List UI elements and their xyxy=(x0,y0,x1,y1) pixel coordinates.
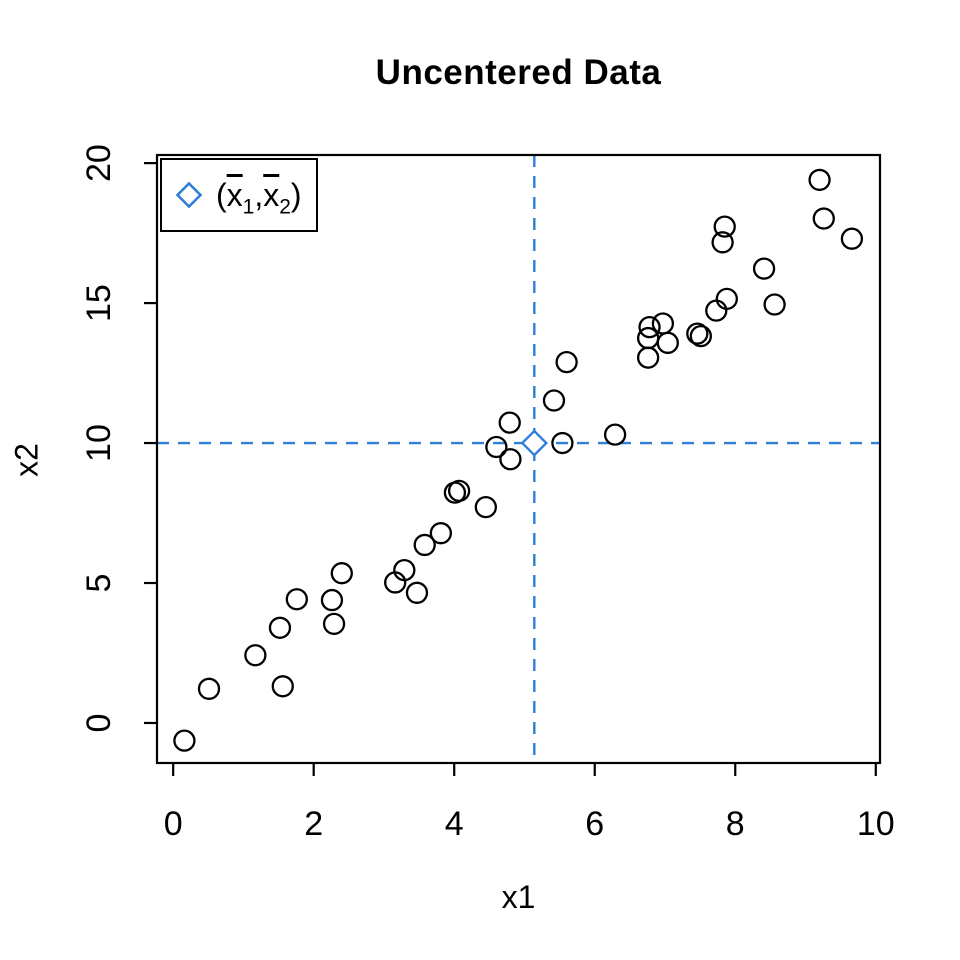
data-point xyxy=(638,316,661,339)
data-point xyxy=(499,448,522,471)
legend-label: (x1,x2) xyxy=(216,176,302,218)
x-tick-label: 2 xyxy=(304,805,323,843)
data-point xyxy=(285,588,308,611)
data-point xyxy=(429,522,453,545)
data-point xyxy=(711,231,734,254)
mean-diamond-marker xyxy=(520,429,549,457)
data-point xyxy=(656,331,679,354)
data-point xyxy=(715,287,738,311)
data-point xyxy=(763,293,786,316)
data-point xyxy=(405,581,429,604)
y-axis-label: x2 xyxy=(8,443,45,477)
data-point xyxy=(651,312,675,335)
data-point xyxy=(271,675,294,698)
data-point xyxy=(713,215,736,238)
x-axis-label: x1 xyxy=(501,879,536,915)
data-point xyxy=(330,562,353,585)
y-tick-label: 0 xyxy=(80,714,118,733)
data-point xyxy=(322,612,346,636)
y-tick-label: 15 xyxy=(80,284,118,322)
mean-diamond-legend-icon xyxy=(175,181,203,209)
data-point xyxy=(812,207,835,230)
data-point xyxy=(320,588,344,612)
data-point xyxy=(244,644,267,667)
data-point xyxy=(636,346,660,369)
data-point xyxy=(485,435,508,459)
data-point xyxy=(603,423,627,446)
x-tick-label: 6 xyxy=(585,805,604,843)
data-point xyxy=(555,350,578,374)
plot-border xyxy=(155,153,882,765)
data-point xyxy=(474,495,497,519)
x-tick-label: 10 xyxy=(857,805,895,843)
data-point xyxy=(542,389,566,412)
data-point xyxy=(498,411,521,434)
y-tick-label: 20 xyxy=(80,144,118,182)
data-point xyxy=(551,431,574,455)
y-tick-label: 5 xyxy=(80,574,118,593)
data-point xyxy=(686,322,709,345)
x-tick-label: 4 xyxy=(445,805,464,843)
y-tick-label: 10 xyxy=(80,424,118,462)
data-point xyxy=(447,479,471,503)
data-point xyxy=(689,324,712,348)
data-point xyxy=(413,533,436,557)
data-point xyxy=(705,299,728,322)
chart-title: Uncentered Data xyxy=(375,53,662,92)
data-point xyxy=(197,677,221,700)
x-tick-label: 8 xyxy=(726,805,745,843)
legend-box: (x1,x2) xyxy=(160,158,318,232)
data-point xyxy=(268,616,292,639)
data-point xyxy=(808,168,831,192)
data-point xyxy=(752,257,776,280)
x-tick-label: 0 xyxy=(164,805,183,843)
data-point xyxy=(173,729,196,752)
data-point xyxy=(840,227,864,250)
data-point xyxy=(393,558,416,582)
